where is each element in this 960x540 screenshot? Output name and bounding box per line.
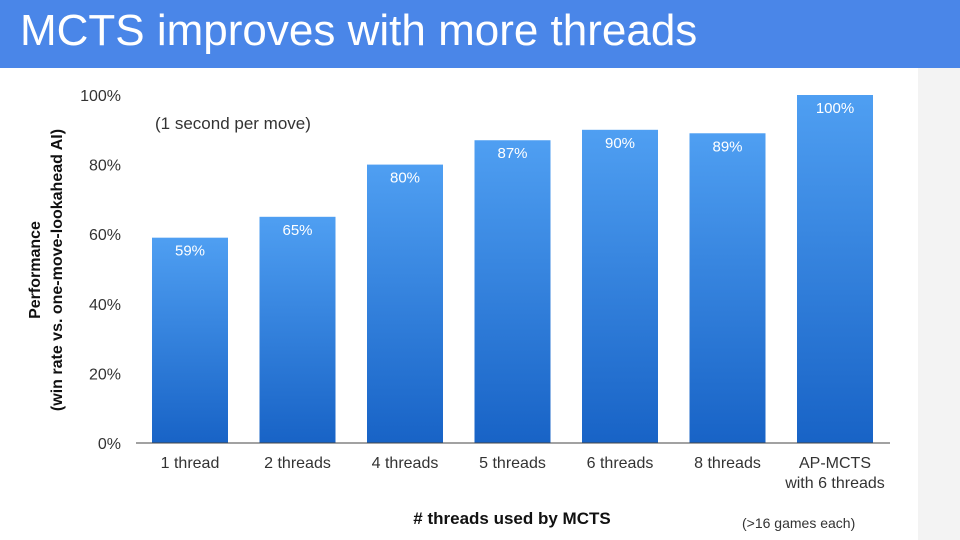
y-axis-title: (win rate vs. one-move-lookahead AI) [49, 129, 66, 411]
data-label: 59% [175, 243, 205, 260]
x-tick-label: 5 threads [479, 455, 546, 472]
data-label: 89% [712, 138, 742, 155]
y-tick-label: 20% [89, 366, 121, 383]
side-panel [918, 68, 960, 540]
x-tick-label: 6 threads [587, 455, 654, 472]
bar [797, 95, 873, 443]
x-tick-label: with 6 threads [784, 475, 885, 492]
bar [259, 216, 336, 443]
footnote: (>16 games each) [742, 515, 855, 531]
x-tick-label: 8 threads [694, 455, 761, 472]
bar [689, 133, 766, 443]
bar [582, 129, 658, 444]
y-tick-label: 60% [89, 227, 121, 244]
data-label: 100% [816, 100, 854, 117]
slide-title: MCTS improves with more threads [20, 6, 698, 55]
data-label: 90% [605, 135, 635, 152]
x-tick-label: AP-MCTS [799, 455, 871, 472]
data-label: 87% [497, 145, 527, 162]
bar [367, 164, 443, 443]
y-tick-label: 80% [89, 158, 121, 175]
bar [152, 237, 228, 443]
bar [474, 140, 551, 444]
data-label: 80% [390, 170, 420, 187]
data-label: 65% [282, 222, 312, 239]
x-axis-title: # threads used by MCTS [413, 509, 610, 528]
y-tick-label: 0% [98, 436, 121, 453]
title-bar: MCTS improves with more threads [0, 0, 960, 68]
y-tick-label: 100% [80, 88, 121, 105]
x-tick-label: 1 thread [161, 455, 220, 472]
chart-annotation: (1 second per move) [155, 114, 311, 133]
x-tick-label: 4 threads [372, 455, 439, 472]
x-tick-label: 2 threads [264, 455, 331, 472]
y-axis-title: Performance [27, 221, 44, 319]
y-tick-label: 40% [89, 297, 121, 314]
